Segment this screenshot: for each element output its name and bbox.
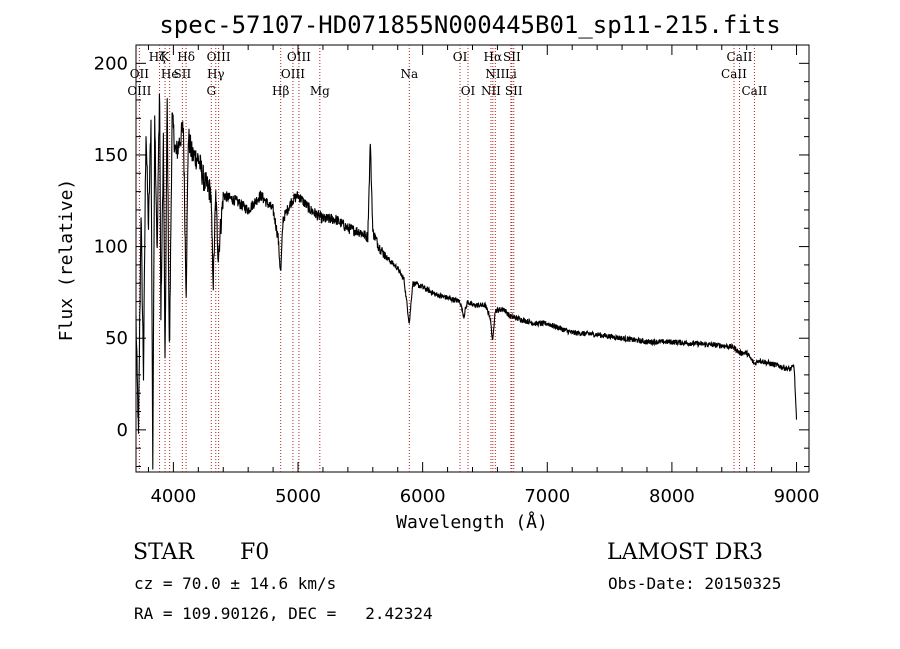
y-tick-label: 100 <box>94 237 128 258</box>
emission-line-label: He <box>161 67 179 81</box>
emission-line-label: G <box>206 84 216 98</box>
y-tick-label: 0 <box>117 420 128 441</box>
plot-frame <box>135 44 810 473</box>
emission-line-label: Hα <box>484 50 503 64</box>
x-tick-label: 9000 <box>774 486 820 507</box>
emission-line-label: Li <box>505 67 517 81</box>
emission-line-label: OI <box>461 84 476 98</box>
y-axis-label: Flux (relative) <box>56 179 77 342</box>
emission-line-label: SII <box>505 84 523 98</box>
emission-line-label: K <box>161 50 171 64</box>
emission-line-label: CaII <box>741 84 767 98</box>
y-tick-label: 50 <box>105 328 128 349</box>
emission-line-label: Mg <box>310 84 330 98</box>
emission-line-label: CaII <box>727 50 753 64</box>
emission-line-label: OIII <box>281 67 305 81</box>
redshift-velocity: cz = 70.0 ± 14.6 km/s <box>134 574 337 593</box>
chart-title: spec-57107-HD071855N000445B01_sp11-215.f… <box>159 11 780 39</box>
emission-line-label: OII <box>130 67 150 81</box>
emission-line-label: Hδ <box>177 50 195 64</box>
emission-line-label: Hβ <box>272 84 289 98</box>
ra-dec-coordinates: RA = 109.90126, DEC = 2.42324 <box>134 604 433 623</box>
emission-line-label: SII <box>503 50 521 64</box>
x-axis-ticks: 4000 5000 6000 7000 8000 9000 <box>147 45 820 507</box>
emission-line-label: OI <box>453 50 468 64</box>
emission-line-label: OIII <box>207 50 231 64</box>
x-tick-label: 8000 <box>649 486 695 507</box>
y-axis-ticks: 0 50 100 150 200 <box>94 53 809 468</box>
emission-line-label: CaII <box>721 67 747 81</box>
y-tick-label: 200 <box>94 53 128 74</box>
object-class: STAR <box>133 540 194 565</box>
x-tick-label: 5000 <box>275 486 321 507</box>
emission-line-markers <box>138 45 755 472</box>
observation-date: Obs-Date: 20150325 <box>608 574 782 593</box>
emission-line-label: NII <box>481 84 501 98</box>
emission-line-label: SII <box>174 67 192 81</box>
x-tick-label: 6000 <box>400 486 446 507</box>
emission-line-label: OIII <box>127 84 151 98</box>
emission-line-label: Hγ <box>207 67 225 81</box>
emission-line-label: Na <box>400 67 418 81</box>
survey-name: LAMOST DR3 <box>607 540 763 565</box>
x-tick-label: 4000 <box>150 486 196 507</box>
emission-line-label: NII <box>485 67 505 81</box>
emission-line-label: OIII <box>287 50 311 64</box>
emission-line-label: Hζ <box>149 50 166 64</box>
object-subclass: F0 <box>240 540 270 565</box>
y-tick-label: 150 <box>94 145 128 166</box>
x-axis-label: Wavelength (Å) <box>396 511 548 533</box>
flux-series-line <box>135 93 798 470</box>
x-tick-label: 7000 <box>524 486 570 507</box>
